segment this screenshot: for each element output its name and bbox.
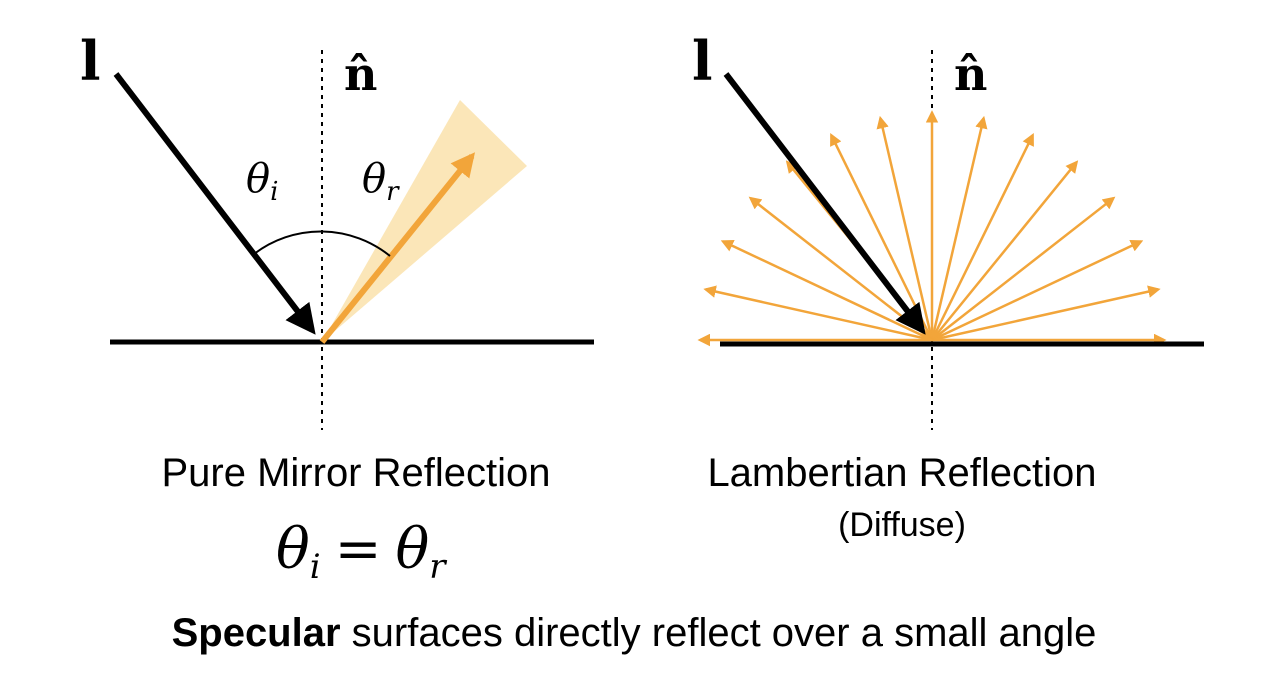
normal-label-right: n̂ (954, 47, 987, 101)
lambertian-incident-ray (723, 72, 926, 335)
diffuse-ray (931, 240, 1144, 342)
mirror-caption: Pure Mirror Reflection (161, 451, 550, 495)
diffuse-ray (930, 115, 988, 341)
mirror-panel: l n̂ θi θr Pure Mirror Reflection θi = θr (80, 29, 594, 587)
diffuse-ray (931, 285, 1161, 342)
footer-caption: Specular surfaces directly reflect over … (172, 611, 1097, 655)
light-label-right: l (692, 29, 713, 93)
diffuse-rays (697, 110, 1167, 347)
theta-i-sub: i (270, 177, 278, 207)
theta-r-label: θr (362, 156, 400, 207)
light-label-left: l (80, 29, 101, 93)
diffuse-ray (931, 196, 1116, 341)
lambertian-caption-sub: (Diffuse) (838, 506, 966, 544)
diffuse-ray (830, 132, 934, 341)
theta-r-sub: r (386, 177, 400, 207)
normal-label-left: n̂ (344, 47, 377, 101)
angle-arc (253, 230, 391, 257)
reflected-ray (319, 152, 476, 344)
diffuse-ray (930, 132, 1034, 341)
footer-rest: surfaces directly reflect over a small a… (341, 611, 1097, 655)
lambertian-caption: Lambertian Reflection (707, 451, 1096, 495)
eq-lhs-sub: i (310, 547, 321, 587)
theta-i-symbol: θ (246, 156, 270, 202)
lambertian-panel: l n̂ Lambertian Reflection (Diffuse) (692, 29, 1204, 544)
eq-op: = (335, 517, 382, 582)
footer-bold: Specular (172, 611, 341, 655)
mirror-equation: θi = θr (276, 517, 447, 587)
theta-r-symbol: θ (362, 156, 386, 202)
eq-rhs-sub: r (429, 547, 447, 587)
incident-ray (113, 72, 316, 335)
diffuse-ray (720, 240, 933, 342)
diffuse-ray (931, 160, 1079, 341)
eq-rhs-symbol: θ (396, 517, 430, 582)
diffuse-ray (703, 285, 933, 342)
theta-i-label: θi (246, 156, 278, 207)
eq-lhs-symbol: θ (276, 517, 310, 582)
